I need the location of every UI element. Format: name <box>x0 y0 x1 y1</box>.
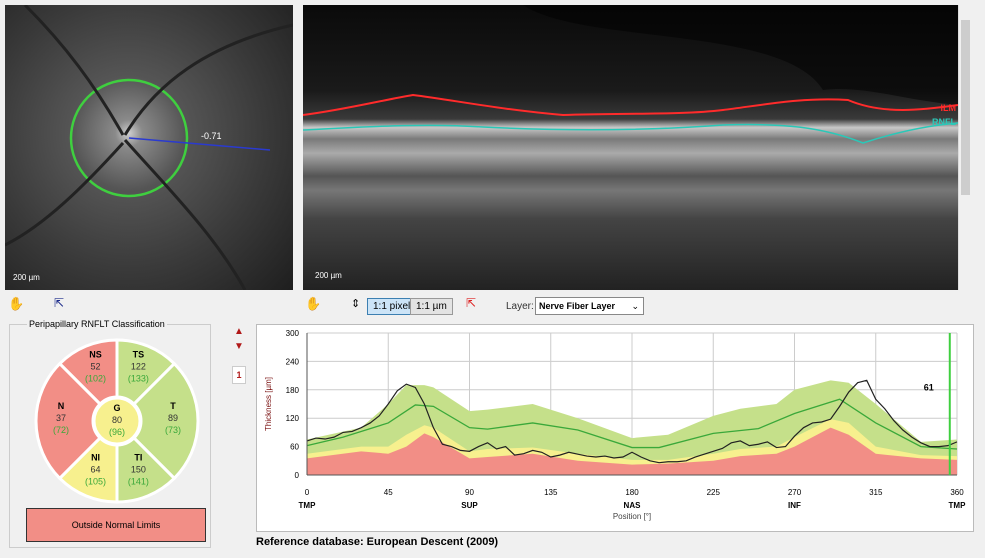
x-tick-label: 225 <box>707 488 721 497</box>
scan-line <box>128 137 271 151</box>
x-tick-label: 0 <box>305 488 310 497</box>
y-tick-label: 240 <box>286 357 300 366</box>
pointer-measure-icon[interactable]: ⇱ <box>54 296 65 310</box>
y-axis-title: Thickness [µm] <box>264 377 273 431</box>
classification-pie: NS 52 (102) TS 122 (133) T 89 (73) TI 150 (141) NI 64… <box>34 338 200 504</box>
sector-axis-label: INF <box>788 501 801 510</box>
x-tick-label: 90 <box>465 488 474 497</box>
x-tick-label: 180 <box>625 488 639 497</box>
rnfl-thickness-chart: 0 45 90 135 180 225 270 315 360 0 60 120 180 240 300 61… <box>256 324 974 532</box>
svg-text:(105): (105) <box>85 477 106 487</box>
classification-result: Outside Normal Limits <box>26 508 206 542</box>
sector-label-ns: NS 52 (102) <box>85 349 106 383</box>
y-tick-label: 120 <box>286 414 300 423</box>
ilm-label: ILM <box>940 103 957 113</box>
page-indicator[interactable]: 1 <box>232 366 246 384</box>
svg-text:89: 89 <box>168 413 178 423</box>
svg-text:(73): (73) <box>165 425 181 435</box>
pixel-scale-button[interactable]: 1:1 pixel <box>367 298 417 315</box>
sector-label-t: T 89 (73) <box>165 401 181 435</box>
measured-thickness-line <box>306 379 958 464</box>
svg-text:NI: NI <box>91 453 100 463</box>
classification-title: Peripapillary RNFLT Classification <box>27 319 167 329</box>
svg-text:122: 122 <box>131 361 146 371</box>
layer-select[interactable]: Nerve Fiber Layer ⌄ <box>535 297 644 315</box>
svg-text:52: 52 <box>91 361 101 371</box>
svg-text:37: 37 <box>56 413 66 423</box>
arrow-up-icon[interactable]: ▲ <box>234 326 244 337</box>
layer-edit-icon[interactable]: ⇱ <box>466 296 477 310</box>
svg-text:64: 64 <box>91 465 101 475</box>
y-tick-label: 60 <box>290 443 299 452</box>
hand-tool-icon[interactable]: ✋ <box>305 296 322 311</box>
marker-value: 61 <box>924 383 934 393</box>
arrow-down-icon[interactable]: ▼ <box>234 341 244 352</box>
sector-g-value: 80 <box>112 415 122 425</box>
fit-vertical-icon[interactable]: ⇕ <box>351 298 361 310</box>
fundus-image[interactable]: -0.71 200 µm <box>5 5 293 290</box>
x-tick-label: 315 <box>869 488 883 497</box>
mean-normal-line <box>306 398 958 450</box>
rnfl-label: RNFL <box>932 117 956 127</box>
sector-axis-label: NAS <box>624 501 642 510</box>
layer-select-value: Nerve Fiber Layer <box>539 301 616 311</box>
sector-g <box>92 396 142 446</box>
scale-bar-label: 200 µm <box>315 271 342 280</box>
x-tick-label: 360 <box>950 488 964 497</box>
rnfl-line <box>303 122 958 144</box>
svg-text:N: N <box>58 401 65 411</box>
oct-scrollbar[interactable] <box>958 5 972 290</box>
svg-text:(72): (72) <box>53 425 69 435</box>
sector-axis-label: TMP <box>299 501 317 510</box>
sector-label-ni: NI 64 (105) <box>85 453 106 487</box>
x-tick-label: 45 <box>384 488 393 497</box>
svg-text:(133): (133) <box>128 373 149 383</box>
svg-text:NS: NS <box>89 349 102 359</box>
layer-label: Layer: <box>506 301 534 312</box>
chevron-down-icon: ⌄ <box>631 301 639 311</box>
measure-label: -0.71 <box>201 131 222 141</box>
svg-text:(141): (141) <box>128 477 149 487</box>
um-scale-button[interactable]: 1:1 µm <box>410 298 453 315</box>
x-tick-label: 270 <box>788 488 802 497</box>
reference-database: Reference database: European Descent (20… <box>256 536 499 548</box>
y-tick-label: 180 <box>286 386 300 395</box>
sector-label-ts: TS 122 (133) <box>128 349 149 383</box>
outside-limits-band <box>307 427 957 475</box>
x-tick-label: 135 <box>544 488 558 497</box>
svg-text:TS: TS <box>133 349 145 359</box>
svg-text:150: 150 <box>131 465 146 475</box>
hand-tool-icon[interactable]: ✋ <box>8 296 25 311</box>
svg-text:T: T <box>170 401 176 411</box>
scrollbar-thumb[interactable] <box>961 20 970 195</box>
sector-axis-label: TMP <box>949 501 967 510</box>
svg-text:TI: TI <box>134 453 142 463</box>
vessels <box>5 5 293 290</box>
sector-g-normal: (96) <box>109 427 125 437</box>
y-tick-label: 300 <box>286 329 300 338</box>
scale-bar-label: 200 µm <box>13 273 40 282</box>
svg-text:(102): (102) <box>85 373 106 383</box>
y-tick-label: 0 <box>295 471 300 480</box>
ilm-line <box>303 93 958 117</box>
sector-axis-label: SUP <box>461 501 478 510</box>
x-axis-title: Position [°] <box>613 512 651 521</box>
sector-g-label: G <box>113 403 120 413</box>
sector-label-n: N 37 (72) <box>53 401 69 435</box>
oct-bscan-image[interactable]: ILM RNFL 200 µm <box>303 5 958 290</box>
sector-label-ti: TI 150 (141) <box>128 453 149 487</box>
scan-circle <box>69 78 189 198</box>
